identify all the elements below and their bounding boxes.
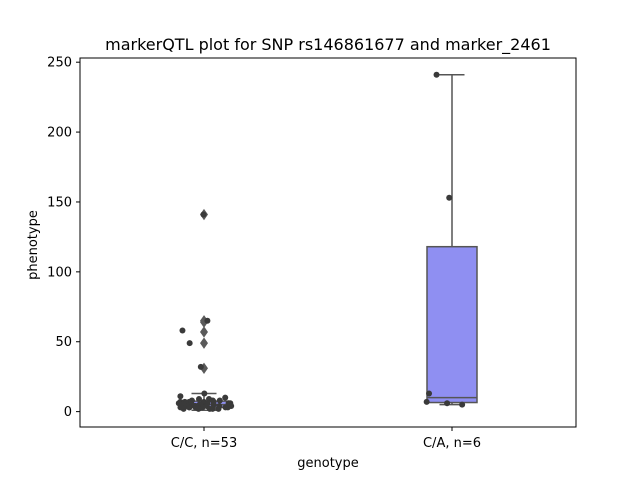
data-point — [186, 340, 193, 347]
data-point — [446, 194, 453, 201]
chart-title: markerQTL plot for SNP rs146861677 and m… — [105, 35, 551, 55]
y-tick-label: 100 — [47, 265, 72, 280]
data-point — [197, 363, 204, 370]
data-point — [433, 71, 440, 78]
x-tick-label: C/A, n=6 — [423, 436, 481, 451]
x-tick-label: C/C, n=53 — [171, 436, 237, 451]
data-point — [209, 405, 216, 412]
data-point — [222, 404, 229, 411]
data-point — [204, 317, 211, 324]
y-axis-label: phenotype — [26, 210, 41, 280]
data-point — [186, 404, 193, 411]
data-point — [215, 405, 222, 412]
y-tick-label: 200 — [47, 126, 72, 141]
outlier-marker — [200, 326, 208, 338]
data-point — [423, 398, 430, 405]
data-point — [179, 327, 186, 334]
data-point — [426, 390, 433, 397]
data-point — [216, 397, 223, 404]
y-tick-label: 0 — [64, 405, 72, 420]
data-point — [200, 211, 207, 218]
y-tick-label: 150 — [47, 195, 72, 210]
data-point — [177, 393, 184, 400]
data-point — [180, 405, 187, 412]
x-axis-label: genotype — [297, 456, 358, 471]
y-tick-label: 250 — [47, 56, 72, 71]
box — [426, 245, 478, 404]
data-point — [201, 390, 208, 397]
data-point — [222, 394, 229, 401]
plot-area: 0 50 100 150 200 250 C/C, n=53 C/A, n=6 — [47, 56, 577, 451]
data-point — [195, 405, 202, 412]
data-point — [459, 401, 466, 408]
axes-frame — [79, 57, 577, 428]
outlier-marker — [200, 337, 208, 349]
data-point — [444, 400, 451, 407]
data-point — [196, 396, 203, 403]
y-tick-label: 50 — [55, 335, 72, 350]
